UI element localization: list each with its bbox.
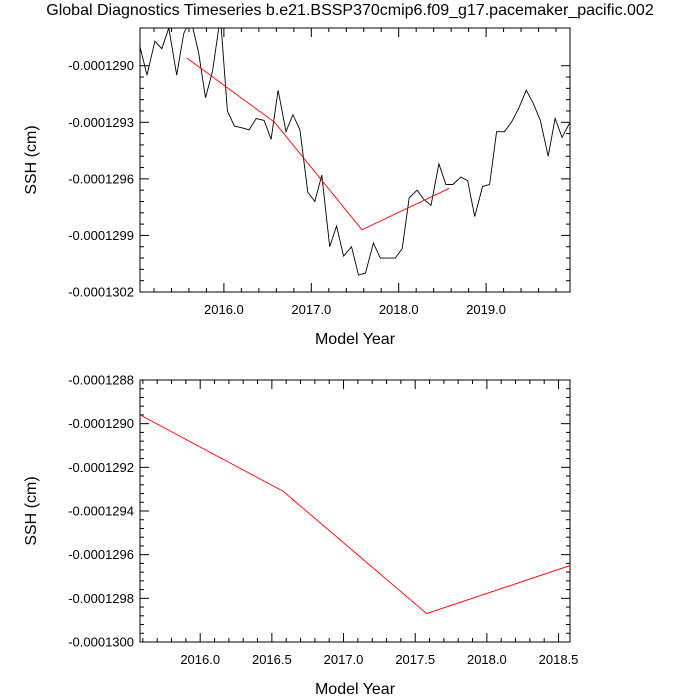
- y-tick-label: -0.0001300: [68, 635, 134, 650]
- y-tick-label: -0.0001296: [68, 171, 134, 186]
- plot-frame: [139, 27, 571, 293]
- x-tick-label: 2018.5: [539, 652, 579, 667]
- top-panel: -0.0001302 -0.0001299 -0.0001296 -0.0001293…: [23, 27, 571, 348]
- y-tick-label: -0.0001299: [68, 228, 134, 243]
- plot-frame: [139, 379, 571, 643]
- y-tick-label: -0.0001290: [68, 416, 134, 431]
- x-axis-title: Model Year: [315, 681, 396, 698]
- x-tick-label: 2019.0: [466, 302, 506, 317]
- y-axis-title: SSH (cm): [23, 476, 40, 545]
- ssh-series-line: [140, 28, 570, 276]
- y-tick-label: -0.0001294: [68, 504, 134, 519]
- y-tick-label: -0.0001288: [68, 373, 134, 388]
- trend-line: [140, 414, 570, 615]
- x-tick-label: 2016.5: [252, 652, 292, 667]
- x-tick-label: 2017.0: [324, 652, 364, 667]
- bottom-panel: -0.0001300 -0.0001298 -0.0001296 -0.0001294…: [23, 373, 578, 699]
- y-tick-label: -0.0001296: [68, 547, 134, 562]
- y-tick-label: -0.0001302: [68, 285, 134, 300]
- x-tick-label: 2017.5: [395, 652, 435, 667]
- trend-line: [186, 57, 450, 231]
- x-tick-label: 2016.0: [180, 652, 220, 667]
- y-tick-label: -0.0001298: [68, 591, 134, 606]
- y-tick-label: -0.0001290: [68, 58, 134, 73]
- y-tick-label: -0.0001293: [68, 115, 134, 130]
- x-tick-label: 2018.0: [379, 302, 419, 317]
- y-tick-label: -0.0001292: [68, 460, 134, 475]
- x-tick-label: 2018.0: [467, 652, 507, 667]
- chart-title: Global Diagnostics Timeseries b.e21.BSSP…: [46, 2, 654, 19]
- y-axis-title: SSH (cm): [23, 125, 40, 194]
- x-tick-label: 2016.0: [204, 302, 244, 317]
- x-tick-label: 2017.0: [291, 302, 331, 317]
- x-axis-title: Model Year: [315, 331, 396, 348]
